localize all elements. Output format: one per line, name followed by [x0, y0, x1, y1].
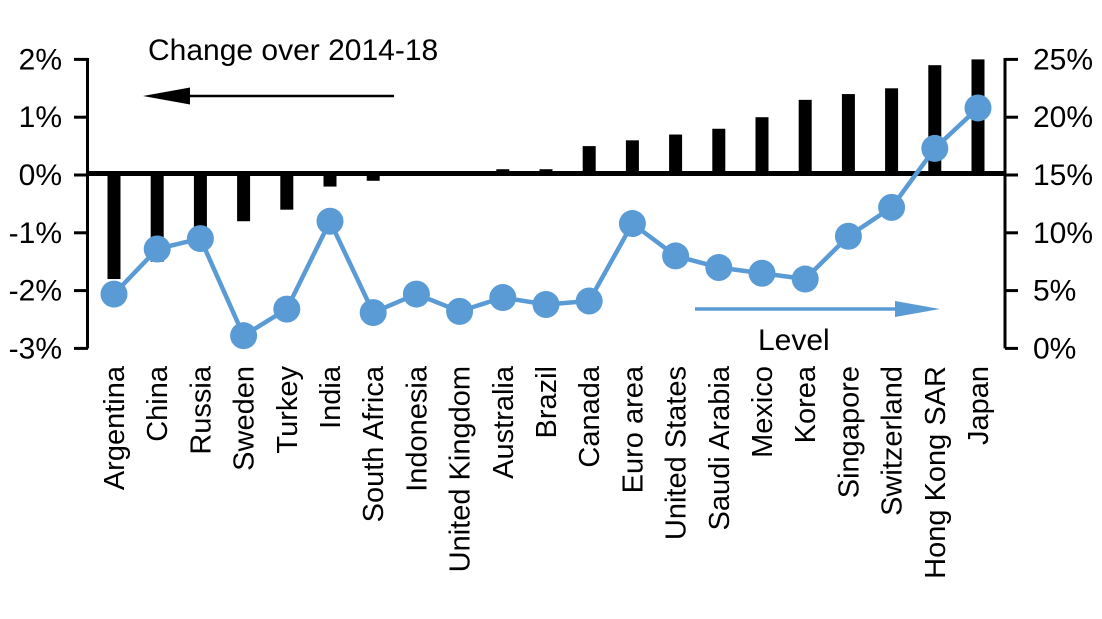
level-arrow-head-icon — [895, 301, 940, 317]
category-label: Singapore — [833, 366, 865, 498]
category-label: Sweden — [229, 366, 261, 471]
category-label: Indonesia — [401, 365, 433, 492]
bar-canada — [582, 146, 596, 175]
line-point-hong-kong-sar — [921, 134, 949, 162]
line-point-russia — [186, 225, 214, 253]
category-label: Mexico — [747, 366, 779, 458]
category-label: Korea — [790, 365, 822, 443]
bar-united-states — [669, 134, 683, 175]
bar-brazil — [539, 169, 553, 175]
line-point-euro-area — [618, 210, 646, 238]
line-point-mexico — [748, 259, 776, 287]
right-axis-tick-label: 10% — [1033, 217, 1093, 250]
category-label: United Kingdom — [445, 366, 477, 572]
category-label: Brazil — [531, 366, 563, 439]
right-axis-tick-label: 15% — [1033, 159, 1093, 192]
line-point-sweden — [230, 322, 258, 350]
bar-sweden — [237, 175, 251, 222]
category-label: Hong Kong SAR — [920, 366, 952, 579]
line-point-saudi-arabia — [705, 253, 733, 281]
line-point-turkey — [273, 295, 301, 323]
bar-korea — [798, 99, 812, 175]
line-point-japan — [964, 94, 992, 122]
line-point-argentina — [100, 280, 128, 308]
line-point-china — [143, 235, 171, 263]
bar-singapore — [841, 94, 855, 175]
bar-south-africa — [366, 175, 380, 181]
category-label: China — [142, 365, 174, 442]
category-label: India — [315, 365, 347, 429]
line-point-korea — [791, 265, 819, 293]
bar-euro-area — [625, 140, 639, 175]
bar-turkey — [280, 175, 294, 210]
left-axis-tick-label: 1% — [19, 101, 62, 134]
right-axis-tick-label: 25% — [1033, 43, 1093, 76]
bar-india — [323, 175, 337, 187]
line-point-south-africa — [359, 299, 387, 327]
category-label: Euro area — [617, 365, 649, 493]
bar-switzerland — [885, 88, 899, 175]
category-label: United States — [661, 366, 693, 540]
bar-australia — [496, 169, 510, 175]
left-axis-tick-label: -2% — [9, 275, 62, 308]
category-label: Japan — [963, 366, 995, 445]
line-point-australia — [489, 284, 517, 312]
category-label: Argentina — [99, 365, 131, 490]
line-point-india — [316, 207, 344, 235]
category-label: Switzerland — [877, 366, 909, 516]
category-label: South Africa — [358, 365, 390, 522]
category-label: Saudi Arabia — [704, 365, 736, 530]
category-label: Canada — [574, 365, 606, 467]
line-point-switzerland — [878, 193, 906, 221]
category-label: Australia — [488, 365, 520, 479]
left-axis-tick-label: 0% — [19, 159, 62, 192]
line-point-singapore — [834, 222, 862, 250]
line-point-brazil — [532, 290, 560, 318]
line-point-canada — [575, 287, 603, 315]
right-axis-tick-label: 20% — [1033, 101, 1093, 134]
left-series-annotation: Change over 2014-18 — [148, 34, 439, 67]
category-label: Russia — [185, 365, 217, 455]
bar-argentina — [107, 175, 121, 280]
category-label: Turkey — [272, 366, 304, 454]
line-point-united-kingdom — [446, 297, 474, 325]
left-axis-tick-label: 2% — [19, 43, 62, 76]
line-point-united-states — [662, 242, 690, 270]
right-axis-tick-label: 0% — [1033, 332, 1076, 365]
right-series-annotation: Level — [758, 324, 830, 357]
change-arrow-head-icon — [143, 87, 190, 105]
right-axis-tick-label: 5% — [1033, 275, 1076, 308]
left-axis-tick-label: -3% — [9, 332, 62, 365]
bar-mexico — [755, 117, 769, 175]
bar-saudi-arabia — [712, 128, 726, 175]
left-axis-tick-label: -1% — [9, 217, 62, 250]
line-point-indonesia — [402, 280, 430, 308]
